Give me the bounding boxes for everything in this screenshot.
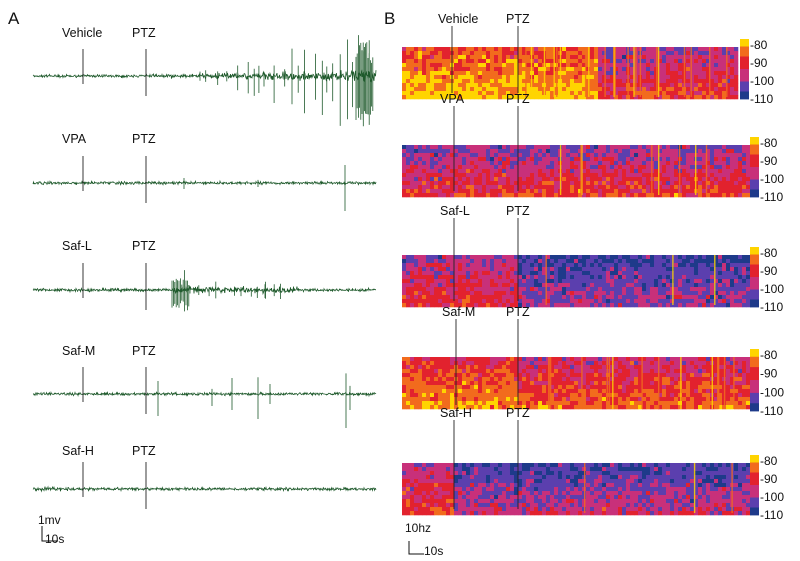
spectrogram-ptz-label: PTZ: [506, 305, 530, 319]
panel-letter-a: A: [8, 9, 20, 28]
colorbar-tick-label: -110: [760, 190, 783, 204]
colorbar-tick-label: -80: [760, 136, 778, 150]
colorbar-tick-label: -80: [760, 246, 778, 260]
eeg-signal: [32, 390, 377, 398]
spectrogram-group-label: Vehicle: [438, 12, 478, 26]
colorbar-tick-label: -80: [760, 348, 778, 362]
colorbar-tick-label: -110: [760, 508, 783, 522]
eeg-group-label: VPA: [62, 132, 87, 146]
colorbar-tick-label: -90: [760, 154, 778, 168]
scale-a-vertical-label: 1mv: [38, 513, 61, 527]
spectrogram-row: Saf-M PTZ -80 -90 -100 -110: [402, 305, 784, 418]
colorbar-tick-label: -100: [760, 172, 784, 186]
eeg-ptz-label: PTZ: [132, 132, 156, 146]
colorbar-tick-label: -90: [760, 472, 778, 486]
eeg-spikes: [171, 270, 281, 312]
eeg-ptz-label: PTZ: [132, 26, 156, 40]
spectrogram-panel: Vehicle PTZ -80 -90 -100 -110 VPA PTZ -80 -90 -100…: [402, 12, 784, 522]
colorbar-tick-label: -80: [760, 454, 778, 468]
spectrogram-row: Vehicle PTZ -80 -90 -100 -110: [402, 12, 774, 106]
eeg-trace-row: Saf-L PTZ: [32, 239, 377, 312]
colorbar-tick-label: -90: [760, 367, 778, 381]
colorbar-tick-label: -80: [750, 38, 768, 52]
eeg-traces-panel: Vehicle PTZ VPA PTZ Saf-L PTZ Saf-M PTZ Saf-H PTZ: [32, 26, 377, 509]
colorbar-tick-label: -100: [760, 385, 784, 399]
eeg-signal: [32, 284, 377, 296]
scale-b-vertical-label: 10hz: [405, 521, 431, 535]
eeg-group-label: Saf-H: [62, 444, 94, 458]
eeg-ptz-label: PTZ: [132, 444, 156, 458]
eeg-trace-row: VPA PTZ: [32, 132, 377, 211]
scale-bar-a: 1mv 10s: [38, 513, 64, 546]
spectrogram-row: Saf-H PTZ -80 -90 -100 -110: [402, 406, 784, 522]
spectrogram-row: Saf-L PTZ -80 -90 -100 -110: [402, 204, 784, 314]
colorbar-tick-label: -110: [760, 300, 783, 314]
eeg-trace-row: Saf-H PTZ: [32, 444, 377, 509]
scale-a-horizontal-label: 10s: [45, 532, 64, 546]
colorbar-tick-label: -90: [760, 264, 778, 278]
eeg-spikes: [199, 35, 374, 127]
colorbar-tick-label: -100: [760, 282, 784, 296]
colorbar-tick-label: -100: [760, 490, 784, 504]
eeg-trace-row: Saf-M PTZ: [32, 344, 377, 428]
colorbar-tick-label: -110: [750, 92, 773, 106]
colorbar-tick-label: -90: [750, 56, 768, 70]
spectrogram-ptz-label: PTZ: [506, 406, 530, 420]
spectrogram-group-label: Saf-H: [440, 406, 472, 420]
eeg-signal: [32, 179, 377, 186]
spectrogram-group-label: Saf-L: [440, 204, 470, 218]
panel-letter-b: B: [384, 9, 395, 28]
scale-bar-b: 10hz 10s: [405, 521, 443, 558]
eeg-signal: [32, 485, 377, 493]
eeg-trace-row: Vehicle PTZ: [32, 26, 377, 127]
colorbar-tick-label: -110: [760, 404, 783, 418]
scale-b-horizontal-label: 10s: [424, 544, 443, 558]
eeg-ptz-label: PTZ: [132, 344, 156, 358]
spectrogram-ptz-label: PTZ: [506, 204, 530, 218]
spectrogram-ptz-label: PTZ: [506, 12, 530, 26]
eeg-signal: [32, 69, 377, 83]
eeg-group-label: Saf-L: [62, 239, 92, 253]
spectrogram-group-label: VPA: [440, 92, 465, 106]
eeg-group-label: Vehicle: [62, 26, 102, 40]
spectrogram-row: VPA PTZ -80 -90 -100 -110: [402, 92, 784, 204]
eeg-ptz-label: PTZ: [132, 239, 156, 253]
eeg-spikes: [157, 373, 351, 428]
spectrogram-ptz-label: PTZ: [506, 92, 530, 106]
eeg-spikes: [183, 165, 346, 211]
colorbar-tick-label: -100: [750, 74, 774, 88]
spectrogram-group-label: Saf-M: [442, 305, 475, 319]
eeg-group-label: Saf-M: [62, 344, 95, 358]
